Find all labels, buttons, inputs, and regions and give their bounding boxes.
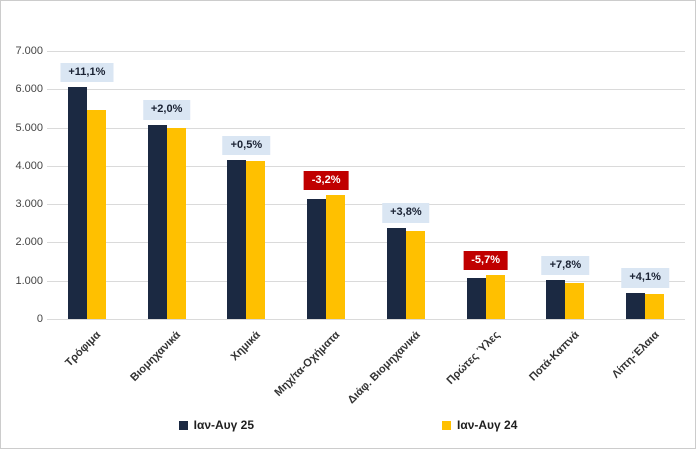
- y-axis-tick-label: 0: [36, 313, 43, 325]
- y-axis-tick-label: 6.000: [15, 83, 43, 96]
- y-axis-tick-label: 1.000: [15, 274, 43, 287]
- legend: Ιαν-Αυγ 25 Ιαν-Αυγ 24: [1, 418, 695, 432]
- bar-series-1-ian-avg-24: [645, 293, 665, 319]
- gridline: [47, 51, 685, 52]
- delta-label-positive: +0,5%: [222, 135, 271, 155]
- bar-pair: [67, 87, 106, 319]
- y-axis-tick-label: 5.000: [15, 121, 43, 134]
- bar-series-1-ian-avg-24: [166, 128, 186, 319]
- delta-label-positive: +7,8%: [541, 255, 590, 275]
- legend-item: Ιαν-Αυγ 25: [178, 418, 254, 432]
- bar-pair: [147, 124, 186, 319]
- delta-label-positive: +2,0%: [142, 100, 191, 120]
- bar-series-0-ian-avg-25: [227, 159, 247, 319]
- delta-label-positive: +11,1%: [60, 63, 114, 83]
- x-axis-category-label: Ποτά-Καπνά: [527, 329, 582, 384]
- y-axis-tick-label: 3.000: [15, 198, 43, 211]
- y-axis-tick-label: 7.000: [15, 45, 43, 57]
- bar-groups: +11,1% Τρόφιμα +2,0% Βιομηχανικά +0,5% Χημικά…: [47, 51, 685, 406]
- bar-group: +0,5% Χημικά: [207, 51, 287, 363]
- gridline: [47, 165, 685, 167]
- bar-pair: [546, 279, 585, 319]
- bar-series-1-ian-avg-24: [565, 282, 585, 319]
- bar-group: +11,1% Τρόφιμα: [47, 51, 127, 369]
- delta-label-positive: +4,1%: [621, 268, 669, 288]
- gridline: [47, 204, 685, 206]
- legend-label: Ιαν-Αυγ 25: [193, 418, 254, 432]
- bar-group: -5,7% Πρώτες Ύλες: [444, 51, 526, 387]
- legend-label: Ιαν-Αυγ 24: [457, 418, 518, 432]
- x-axis-category-label: Βιομηχανικά: [128, 329, 184, 384]
- x-axis-category-label: Πρώτες Ύλες: [444, 329, 503, 387]
- gridline: [47, 89, 685, 91]
- delta-label-negative: -3,2%: [303, 170, 349, 191]
- bar-series-1-ian-avg-24: [485, 275, 505, 319]
- bar-group: +4,1% Λίπη-Έλαια: [605, 51, 685, 381]
- legend-swatch-icon: [178, 420, 188, 430]
- y-axis-tick-label: 4.000: [15, 159, 43, 172]
- delta-label-positive: +3,8%: [382, 203, 430, 223]
- bar-series-0-ian-avg-25: [386, 227, 406, 319]
- bar-pair: [307, 195, 346, 319]
- bar-group: +2,0% Βιομηχανικά: [127, 51, 207, 384]
- bar-series-0-ian-avg-25: [307, 199, 327, 319]
- bar-series-1-ian-avg-24: [86, 110, 106, 319]
- delta-label-negative: -5,7%: [463, 251, 508, 271]
- legend-swatch-icon: [442, 420, 451, 430]
- bar-pair: [466, 275, 505, 319]
- gridline: [47, 319, 685, 320]
- bar-series-1-ian-avg-24: [246, 160, 266, 319]
- x-axis-category-label: Τρόφιμα: [63, 329, 104, 370]
- bar-series-1-ian-avg-24: [326, 195, 346, 319]
- bar-series-0-ian-avg-25: [466, 277, 486, 319]
- gridline: [47, 127, 685, 129]
- bar-pair: [227, 159, 266, 319]
- bar-series-0-ian-avg-25: [67, 87, 87, 319]
- legend-item: Ιαν-Αυγ 24: [442, 418, 517, 432]
- x-axis-category-label: Μηχ/τα-Οχήματα: [272, 329, 343, 399]
- bar-series-0-ian-avg-25: [147, 124, 167, 319]
- x-axis-category-label: Διάφ. Βιομηχανικά: [345, 329, 423, 407]
- bar-pair: [626, 292, 665, 319]
- bar-series-0-ian-avg-25: [626, 292, 646, 319]
- bar-series-1-ian-avg-24: [405, 230, 425, 319]
- gridline: [47, 242, 685, 244]
- y-axis-tick-label: 2.000: [15, 236, 43, 249]
- plot-area: +11,1% Τρόφιμα +2,0% Βιομηχανικά +0,5% Χημικά…: [47, 51, 685, 406]
- x-axis-category-label: Χημικά: [228, 329, 263, 364]
- bar-group: +3,8% Διάφ. Βιομηχανικά: [345, 51, 446, 406]
- bar-group: +7,8% Ποτά-Καπνά: [526, 51, 606, 384]
- gridline: [47, 280, 685, 282]
- x-axis-category-label: Λίπη-Έλαια: [609, 329, 662, 381]
- bar-pair: [386, 227, 425, 319]
- bar-group: -3,2% Μηχ/τα-Οχήματα: [273, 51, 366, 399]
- bar-series-0-ian-avg-25: [546, 279, 566, 319]
